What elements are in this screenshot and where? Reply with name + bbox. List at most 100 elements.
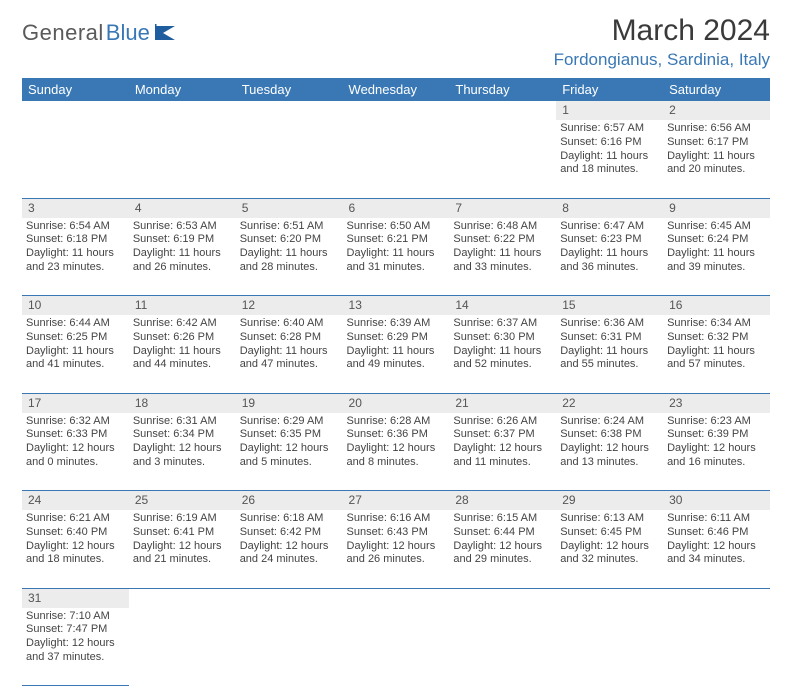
- day-header: Sunday: [22, 78, 129, 101]
- daylight-text: Daylight: 11 hours and 47 minutes.: [240, 345, 339, 373]
- sunset-text: Sunset: 6:26 PM: [133, 331, 232, 345]
- day-content-row: Sunrise: 6:54 AMSunset: 6:18 PMDaylight:…: [22, 218, 770, 296]
- day-cell: Sunrise: 6:42 AMSunset: 6:26 PMDaylight:…: [129, 315, 236, 393]
- sunrise-text: Sunrise: 6:26 AM: [453, 415, 552, 429]
- day-number-cell: 8: [556, 198, 663, 218]
- day-cell: Sunrise: 6:34 AMSunset: 6:32 PMDaylight:…: [663, 315, 770, 393]
- day-number-row: 3456789: [22, 198, 770, 218]
- day-cell: Sunrise: 6:57 AMSunset: 6:16 PMDaylight:…: [556, 120, 663, 198]
- daylight-text: Daylight: 11 hours and 28 minutes.: [240, 247, 339, 275]
- sunrise-text: Sunrise: 6:34 AM: [667, 317, 766, 331]
- day-number-cell: [663, 588, 770, 608]
- day-number-cell: [236, 101, 343, 120]
- sunset-text: Sunset: 6:30 PM: [453, 331, 552, 345]
- day-cell: Sunrise: 6:16 AMSunset: 6:43 PMDaylight:…: [343, 510, 450, 588]
- sunset-text: Sunset: 7:47 PM: [26, 623, 125, 637]
- day-content-row: Sunrise: 6:21 AMSunset: 6:40 PMDaylight:…: [22, 510, 770, 588]
- daylight-text: Daylight: 11 hours and 33 minutes.: [453, 247, 552, 275]
- day-number-cell: 20: [343, 393, 450, 413]
- day-number-cell: 19: [236, 393, 343, 413]
- day-number-cell: [343, 588, 450, 608]
- location-subtitle: Fordongianus, Sardinia, Italy: [554, 50, 770, 70]
- day-cell: Sunrise: 6:24 AMSunset: 6:38 PMDaylight:…: [556, 413, 663, 491]
- day-cell: Sunrise: 6:21 AMSunset: 6:40 PMDaylight:…: [22, 510, 129, 588]
- day-cell: Sunrise: 6:26 AMSunset: 6:37 PMDaylight:…: [449, 413, 556, 491]
- daylight-text: Daylight: 11 hours and 20 minutes.: [667, 150, 766, 178]
- day-content-row: Sunrise: 6:32 AMSunset: 6:33 PMDaylight:…: [22, 413, 770, 491]
- sunrise-text: Sunrise: 6:32 AM: [26, 415, 125, 429]
- day-header: Wednesday: [343, 78, 450, 101]
- daylight-text: Daylight: 11 hours and 44 minutes.: [133, 345, 232, 373]
- day-cell: Sunrise: 6:51 AMSunset: 6:20 PMDaylight:…: [236, 218, 343, 296]
- daylight-text: Daylight: 12 hours and 26 minutes.: [347, 540, 446, 568]
- day-number-cell: 22: [556, 393, 663, 413]
- day-number-cell: 27: [343, 491, 450, 511]
- sunrise-text: Sunrise: 6:28 AM: [347, 415, 446, 429]
- sunrise-text: Sunrise: 6:48 AM: [453, 220, 552, 234]
- day-cell: [129, 120, 236, 198]
- day-cell: Sunrise: 6:19 AMSunset: 6:41 PMDaylight:…: [129, 510, 236, 588]
- daylight-text: Daylight: 11 hours and 23 minutes.: [26, 247, 125, 275]
- day-cell: Sunrise: 6:40 AMSunset: 6:28 PMDaylight:…: [236, 315, 343, 393]
- day-content-row: Sunrise: 7:10 AMSunset: 7:47 PMDaylight:…: [22, 608, 770, 686]
- daylight-text: Daylight: 12 hours and 11 minutes.: [453, 442, 552, 470]
- day-cell: Sunrise: 6:54 AMSunset: 6:18 PMDaylight:…: [22, 218, 129, 296]
- sunset-text: Sunset: 6:22 PM: [453, 233, 552, 247]
- day-cell: Sunrise: 6:15 AMSunset: 6:44 PMDaylight:…: [449, 510, 556, 588]
- day-header: Thursday: [449, 78, 556, 101]
- day-cell: [129, 608, 236, 686]
- sunrise-text: Sunrise: 6:40 AM: [240, 317, 339, 331]
- sunrise-text: Sunrise: 6:15 AM: [453, 512, 552, 526]
- sunrise-text: Sunrise: 6:51 AM: [240, 220, 339, 234]
- month-title: March 2024: [554, 14, 770, 48]
- sunrise-text: Sunrise: 6:56 AM: [667, 122, 766, 136]
- sunrise-text: Sunrise: 6:29 AM: [240, 415, 339, 429]
- sunrise-text: Sunrise: 6:24 AM: [560, 415, 659, 429]
- day-cell: Sunrise: 6:31 AMSunset: 6:34 PMDaylight:…: [129, 413, 236, 491]
- day-number-cell: 12: [236, 296, 343, 316]
- day-number-cell: [22, 101, 129, 120]
- day-number-cell: 10: [22, 296, 129, 316]
- day-number-cell: 16: [663, 296, 770, 316]
- sunrise-text: Sunrise: 6:39 AM: [347, 317, 446, 331]
- sunrise-text: Sunrise: 6:31 AM: [133, 415, 232, 429]
- sunrise-text: Sunrise: 6:57 AM: [560, 122, 659, 136]
- daylight-text: Daylight: 11 hours and 18 minutes.: [560, 150, 659, 178]
- day-number-cell: 30: [663, 491, 770, 511]
- daylight-text: Daylight: 11 hours and 49 minutes.: [347, 345, 446, 373]
- day-cell: Sunrise: 6:23 AMSunset: 6:39 PMDaylight:…: [663, 413, 770, 491]
- daylight-text: Daylight: 12 hours and 8 minutes.: [347, 442, 446, 470]
- sunset-text: Sunset: 6:43 PM: [347, 526, 446, 540]
- day-number-cell: 9: [663, 198, 770, 218]
- calendar-body: 12Sunrise: 6:57 AMSunset: 6:16 PMDayligh…: [22, 101, 770, 686]
- sunrise-text: Sunrise: 6:13 AM: [560, 512, 659, 526]
- flag-icon: [155, 24, 177, 45]
- day-header: Tuesday: [236, 78, 343, 101]
- day-number-row: 12: [22, 101, 770, 120]
- daylight-text: Daylight: 11 hours and 41 minutes.: [26, 345, 125, 373]
- day-cell: [343, 608, 450, 686]
- sunset-text: Sunset: 6:32 PM: [667, 331, 766, 345]
- title-block: March 2024 Fordongianus, Sardinia, Italy: [554, 14, 770, 70]
- day-number-row: 17181920212223: [22, 393, 770, 413]
- day-number-cell: 23: [663, 393, 770, 413]
- daylight-text: Daylight: 12 hours and 18 minutes.: [26, 540, 125, 568]
- daylight-text: Daylight: 12 hours and 0 minutes.: [26, 442, 125, 470]
- daylight-text: Daylight: 12 hours and 13 minutes.: [560, 442, 659, 470]
- sunset-text: Sunset: 6:33 PM: [26, 428, 125, 442]
- calendar-table: SundayMondayTuesdayWednesdayThursdayFrid…: [22, 78, 770, 686]
- sunrise-text: Sunrise: 6:37 AM: [453, 317, 552, 331]
- day-content-row: Sunrise: 6:44 AMSunset: 6:25 PMDaylight:…: [22, 315, 770, 393]
- day-number-cell: [343, 101, 450, 120]
- day-number-row: 31: [22, 588, 770, 608]
- daylight-text: Daylight: 11 hours and 36 minutes.: [560, 247, 659, 275]
- sunset-text: Sunset: 6:37 PM: [453, 428, 552, 442]
- day-number-cell: 31: [22, 588, 129, 608]
- day-number-cell: 13: [343, 296, 450, 316]
- daylight-text: Daylight: 12 hours and 34 minutes.: [667, 540, 766, 568]
- day-number-cell: 6: [343, 198, 450, 218]
- day-number-cell: 5: [236, 198, 343, 218]
- day-header: Friday: [556, 78, 663, 101]
- daylight-text: Daylight: 12 hours and 29 minutes.: [453, 540, 552, 568]
- day-number-cell: [236, 588, 343, 608]
